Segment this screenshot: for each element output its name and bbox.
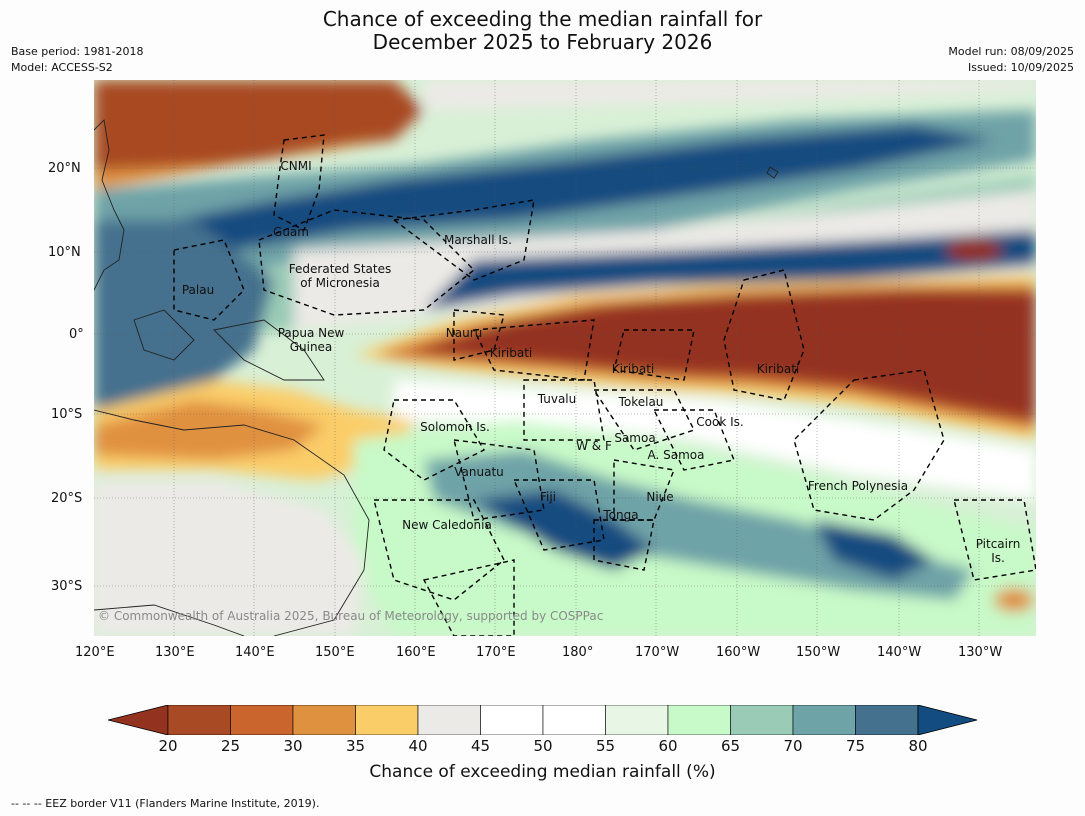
lon-label-170w: 170°W xyxy=(635,645,680,660)
colorbar-tick-label: 55 xyxy=(595,737,616,755)
colorbar-tick-label: 50 xyxy=(533,737,553,755)
colorbar-tick-label: 60 xyxy=(658,737,678,755)
lon-label-160w: 160°W xyxy=(716,645,761,660)
region-label-fsm: Federated States of Micronesia xyxy=(288,262,392,290)
colorbar-tick-label: 35 xyxy=(345,737,366,755)
eez-footnote: -- -- -- EEZ border V11 (Flanders Marine… xyxy=(11,797,320,810)
lon-label-140w: 140°W xyxy=(877,645,922,660)
colorbar-tick-label: 30 xyxy=(283,737,303,755)
region-label-new-caledonia: New Caledonia xyxy=(402,518,492,532)
colorbar-segment xyxy=(417,705,481,735)
lon-label-150e: 150°E xyxy=(315,645,355,660)
region-label-tokelau: Tokelau xyxy=(618,395,664,409)
region-label-cook-is: Cook Is. xyxy=(696,415,744,429)
region-label-marshall-is: Marshall Is. xyxy=(444,233,512,247)
colorbar-low-extend xyxy=(108,705,169,735)
map-title-line2: December 2025 to February 2026 xyxy=(372,30,713,54)
region-label-kiribati-central: Kiribati xyxy=(611,362,655,376)
colorbar-segment xyxy=(230,705,294,735)
colorbar-tick-label: 80 xyxy=(908,737,928,755)
map-canvas xyxy=(94,80,1036,636)
region-label-vanuatu: Vanuatu xyxy=(454,465,504,479)
region-label-png: Papua New Guinea xyxy=(277,326,345,354)
coastlines xyxy=(94,119,779,636)
map-title-line1: Chance of exceeding the median rainfall … xyxy=(322,7,763,31)
region-label-pitcairn-is: Pitcairn Is. xyxy=(975,537,1021,565)
colorbar-segment xyxy=(480,705,544,735)
region-label-guam: Guam xyxy=(273,225,309,239)
region-label-samoa: Samoa xyxy=(614,431,656,445)
colorbar-segment xyxy=(542,705,606,735)
region-label-palau: Palau xyxy=(181,283,215,297)
base-period: Base period: 1981-2018 xyxy=(11,45,144,58)
colorbar-tick-label: 75 xyxy=(845,737,866,755)
colorbar-high-extend xyxy=(917,705,978,735)
colorbar-tick-label: 20 xyxy=(158,737,178,755)
lat-label-10s: 10°S xyxy=(51,407,83,422)
lon-label-120e: 120°E xyxy=(75,645,115,660)
region-label-nauru: Nauru xyxy=(445,326,483,340)
colorbar-segment xyxy=(605,705,669,735)
lat-label-0: 0° xyxy=(69,327,84,342)
lon-label-140e: 140°E xyxy=(235,645,275,660)
colorbar-tick-label: 65 xyxy=(720,737,741,755)
colorbar-tick-label: 25 xyxy=(220,737,241,755)
lat-label-10n: 10°N xyxy=(48,245,81,260)
lon-label-130w: 130°W xyxy=(958,645,1003,660)
rainfall-field xyxy=(94,80,1036,636)
lat-label-30s: 30°S xyxy=(51,579,83,594)
colorbar-tick-label: 40 xyxy=(408,737,428,755)
region-label-wallis-futuna: W & F xyxy=(576,439,612,453)
region-label-niue: Niue xyxy=(646,490,674,504)
colorbar-tick-label: 45 xyxy=(470,737,491,755)
lon-label-130e: 130°E xyxy=(155,645,195,660)
rainfall-map: © Commonwealth of Australia 2025, Bureau… xyxy=(94,80,1036,636)
colorbar-segment xyxy=(167,705,231,735)
region-label-solomon-is: Solomon Is. xyxy=(420,420,490,434)
region-label-fiji: Fiji xyxy=(539,490,557,504)
graticule xyxy=(94,80,1036,636)
map-credit: © Commonwealth of Australia 2025, Bureau… xyxy=(98,609,604,623)
colorbar-segment xyxy=(730,705,794,735)
lon-label-160e: 160°E xyxy=(396,645,436,660)
colorbar-segment xyxy=(355,705,419,735)
region-label-tuvalu: Tuvalu xyxy=(537,392,577,406)
issued-date: Issued: 10/09/2025 xyxy=(967,61,1074,74)
region-label-tonga: Tonga xyxy=(603,508,639,522)
colorbar xyxy=(108,705,978,735)
model-run: Model run: 08/09/2025 xyxy=(948,45,1074,58)
lon-label-180: 180° xyxy=(562,645,594,660)
eez-borders xyxy=(173,134,1036,636)
region-label-french-polynesia: French Polynesia xyxy=(807,479,909,493)
colorbar-segment xyxy=(792,705,856,735)
region-label-kiribati-east: Kiribati xyxy=(756,362,800,376)
colorbar-label: Chance of exceeding median rainfall (%) xyxy=(369,762,716,782)
region-label-kiribati-west: Kiribati xyxy=(489,346,533,360)
lat-label-20n: 20°N xyxy=(48,161,81,176)
colorbar-tick-label: 70 xyxy=(783,737,803,755)
colorbar-segment xyxy=(292,705,356,735)
lon-label-150w: 150°W xyxy=(796,645,841,660)
colorbar-segment xyxy=(667,705,731,735)
region-label-american-samoa: A. Samoa xyxy=(647,448,705,462)
lon-label-170e: 170°E xyxy=(476,645,516,660)
colorbar-segment xyxy=(855,705,919,735)
region-label-cnmi: CNMI xyxy=(280,159,312,173)
model-name: Model: ACCESS-S2 xyxy=(11,61,113,74)
lat-label-20s: 20°S xyxy=(51,491,83,506)
